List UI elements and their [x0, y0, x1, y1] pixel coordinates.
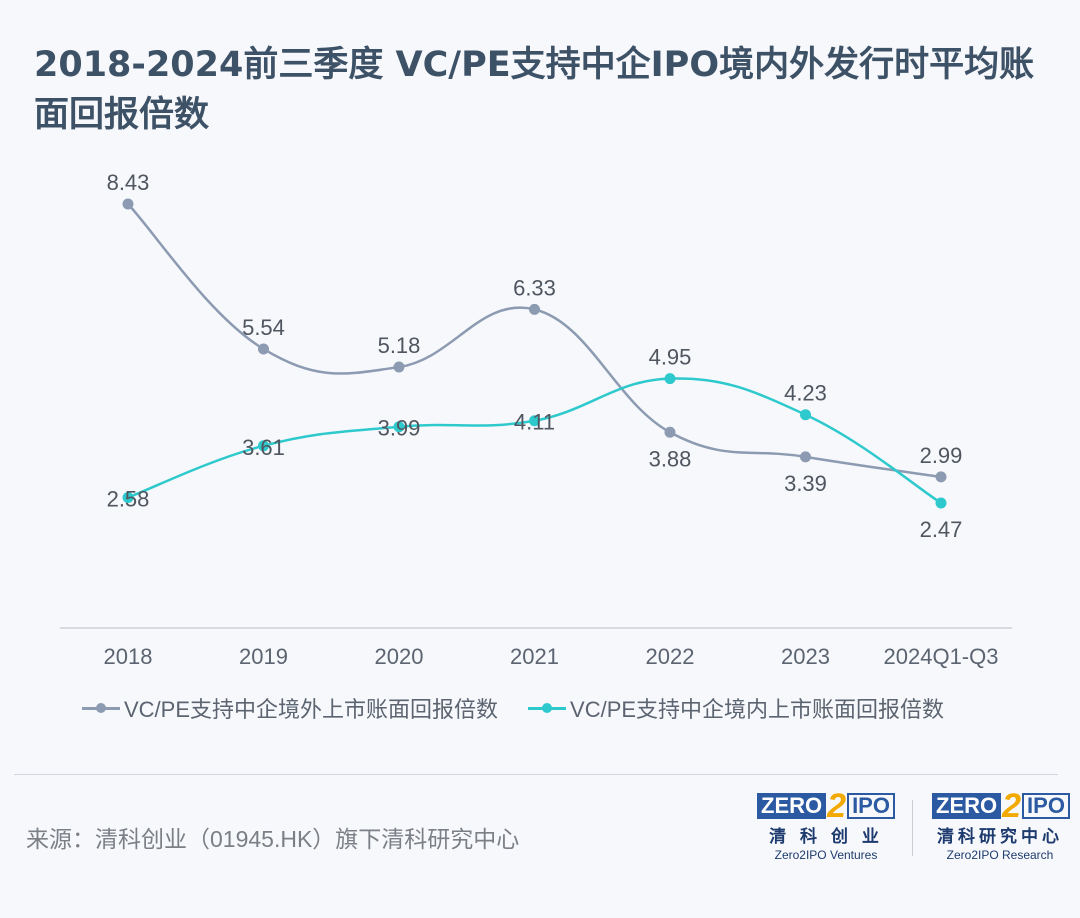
- data-label: 4.23: [784, 381, 827, 406]
- x-tick-label: 2023: [781, 644, 830, 669]
- legend-label-overseas: VC/PE支持中企境外上市账面回报倍数: [124, 697, 499, 722]
- source-note: 来源：清科创业（01945.HK）旗下清科研究中心: [26, 826, 520, 852]
- footer-divider: [14, 774, 1058, 775]
- data-label: 3.61: [242, 435, 285, 460]
- data-point[interactable]: [800, 409, 811, 421]
- legend-swatch-domestic: [528, 698, 567, 718]
- data-point[interactable]: [800, 451, 811, 463]
- data-label: 2.58: [107, 486, 150, 511]
- x-tick-label: 2024Q1-Q3: [884, 644, 999, 669]
- data-point[interactable]: [664, 426, 676, 438]
- data-label: 8.43: [107, 170, 150, 195]
- x-tick-label: 2022: [646, 644, 695, 669]
- data-point[interactable]: [258, 343, 269, 355]
- zero2ipo-research-logo: ZERO 2 IPO 清科研究中心 Zero2IPO Research: [932, 789, 1070, 862]
- data-point[interactable]: [664, 373, 676, 385]
- chart-title: 2018-2024前三季度 VC/PE支持中企IPO境内外发行时平均账面回报倍数: [34, 45, 1035, 135]
- chart-legend: VC/PE支持中企境外上市账面回报倍数 VC/PE支持中企境内上市账面回报倍数: [82, 692, 974, 724]
- data-point[interactable]: [529, 303, 540, 315]
- data-point[interactable]: [529, 415, 540, 427]
- data-point[interactable]: [122, 491, 134, 503]
- x-tick-label: 2018: [104, 644, 153, 669]
- data-label: 2.99: [920, 443, 963, 468]
- data-point[interactable]: [393, 361, 405, 373]
- data-label: 5.18: [378, 333, 421, 358]
- data-point[interactable]: [122, 198, 134, 210]
- legend-item-overseas[interactable]: VC/PE支持中企境外上市账面回报倍数: [82, 692, 498, 724]
- data-label: 4.11: [514, 410, 555, 435]
- legend-item-domestic[interactable]: VC/PE支持中企境内上市账面回报倍数: [528, 692, 944, 724]
- x-tick-label: 2020: [375, 644, 424, 669]
- data-label: 5.54: [242, 315, 285, 340]
- data-label: 4.95: [649, 345, 692, 370]
- data-point[interactable]: [258, 440, 269, 452]
- data-label: 2.47: [920, 517, 963, 542]
- x-tick-label: 2021: [510, 644, 559, 669]
- data-label: 3.88: [649, 446, 692, 471]
- logo-badge: ZERO 2 IPO: [757, 789, 895, 823]
- data-point[interactable]: [935, 471, 947, 483]
- data-label: 3.39: [784, 471, 827, 496]
- legend-label-domestic: VC/PE支持中企境内上市账面回报倍数: [570, 697, 945, 722]
- data-point[interactable]: [393, 421, 405, 433]
- data-point[interactable]: [935, 497, 947, 509]
- data-label: 3.99: [378, 416, 421, 441]
- logo-badge: ZERO 2 IPO: [932, 789, 1070, 823]
- zero2ipo-ventures-logo: ZERO 2 IPO 清 科 创 业 Zero2IPO Ventures: [756, 789, 896, 862]
- logo-separator: [912, 800, 913, 856]
- data-label: 6.33: [513, 275, 556, 300]
- x-tick-label: 2019: [239, 644, 288, 669]
- legend-swatch-overseas: [82, 698, 120, 718]
